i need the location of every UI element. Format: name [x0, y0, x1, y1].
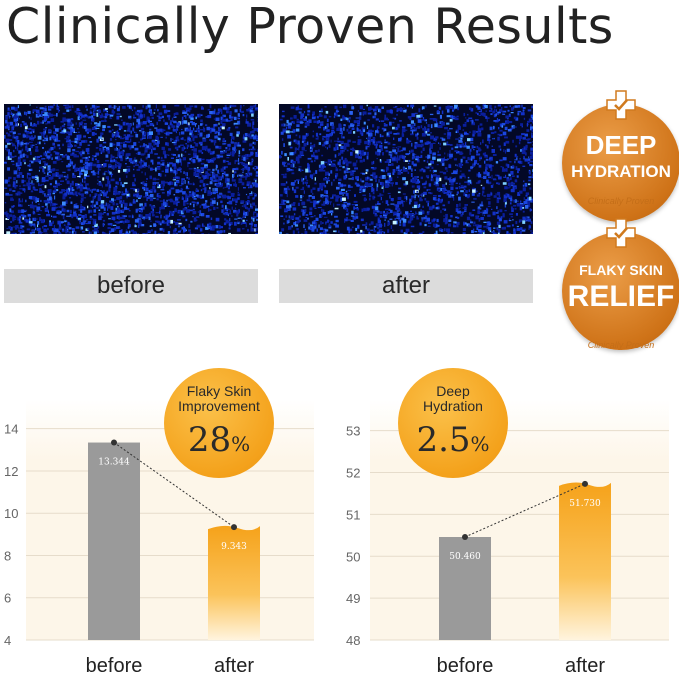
x-tick-label: before	[86, 655, 143, 677]
callout-label-line1: Flaky Skin	[186, 383, 252, 399]
deep-hydration-badge: DEEP HYDRATION	[562, 90, 679, 222]
x-tick-label: after	[214, 655, 254, 677]
y-tick-label: 10	[4, 506, 18, 521]
after-skin-image	[279, 104, 533, 234]
data-point	[111, 439, 117, 446]
y-tick-label: 48	[346, 633, 360, 648]
after-caption: after	[279, 269, 533, 303]
callout-label-line2: Improvement	[178, 398, 260, 414]
value-label: 50.460	[449, 552, 481, 562]
trend-line	[113, 442, 235, 528]
bar-after	[208, 525, 260, 640]
badge-tag: Clinically Proven	[587, 340, 655, 350]
bar-before	[439, 537, 491, 640]
bar-after	[559, 482, 611, 640]
cross-check-icon	[606, 90, 636, 120]
callout-percentage: 2.5%	[416, 420, 490, 460]
callout-label-line2: Hydration	[423, 398, 483, 414]
cross-check-icon	[606, 218, 636, 248]
badge-tag: Clinically Proven	[587, 196, 655, 206]
y-tick-label: 51	[346, 507, 360, 522]
flaky-skin-improvement-callout: Flaky Skin Improvement 28%	[164, 368, 274, 478]
y-tick-label: 6	[4, 591, 11, 606]
hydration-chart: 48 49 50 51 52 53 50.460 before 51.730 after	[340, 400, 679, 677]
value-label: 51.730	[569, 499, 601, 509]
y-tick-label: 53	[346, 424, 360, 439]
data-point	[231, 524, 237, 531]
flaky-skin-relief-badge: FLAKY SKIN RELIEF	[562, 218, 679, 350]
x-tick-label: before	[437, 655, 494, 677]
trend-line	[464, 483, 586, 538]
data-point	[582, 480, 588, 487]
y-tick-label: 14	[4, 422, 18, 437]
x-tick-label: after	[565, 655, 605, 677]
badge-line2: HYDRATION	[571, 162, 671, 181]
y-tick-label: 52	[346, 466, 360, 481]
y-tick-label: 50	[346, 549, 360, 564]
data-point	[462, 534, 468, 541]
y-tick-label: 12	[4, 464, 18, 479]
page-title: Clinically Proven Results	[6, 0, 614, 55]
badge-line2: RELIEF	[567, 280, 675, 313]
callout-percentage: 28%	[187, 420, 251, 460]
callout-label-line1: Deep	[436, 383, 470, 399]
y-tick-label: 49	[346, 591, 360, 606]
deep-hydration-callout: Deep Hydration 2.5%	[398, 368, 508, 478]
before-skin-image	[4, 104, 258, 234]
bar-before	[88, 442, 140, 640]
value-label: 9.343	[221, 542, 247, 552]
y-tick-label: 8	[4, 548, 11, 563]
y-tick-label: 4	[4, 633, 11, 648]
before-caption: before	[4, 269, 258, 303]
badge-line1: DEEP	[585, 130, 657, 160]
badge-line1: FLAKY SKIN	[579, 262, 663, 278]
value-label: 13.344	[98, 458, 130, 468]
